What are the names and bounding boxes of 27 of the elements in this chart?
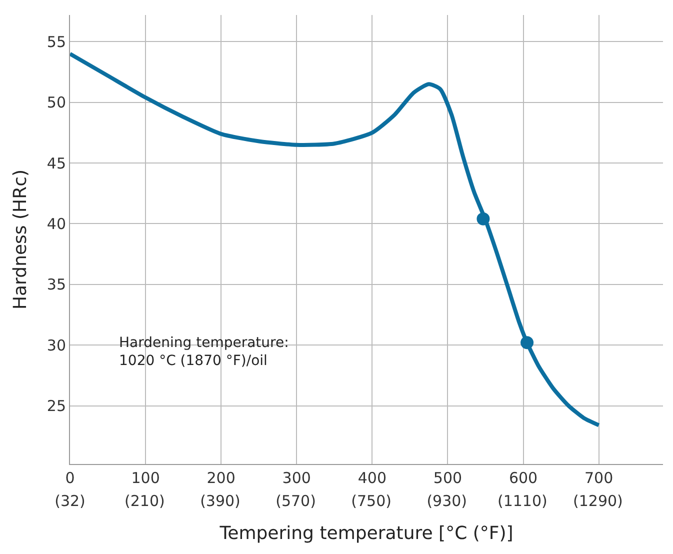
annotation: Hardening temperature: 1020 °C (1870 °F)/oil <box>119 335 289 370</box>
x-tick-label: 700 <box>584 469 614 487</box>
y-tick-label: 35 <box>46 276 66 294</box>
x2-tick-label: (390) <box>200 492 240 510</box>
x2-tick-label: (210) <box>124 492 165 510</box>
x-tick-label: 600 <box>508 469 538 487</box>
y-tick-label: 55 <box>46 32 66 51</box>
y-tick-label: 50 <box>46 94 66 112</box>
x2-tick-label: (570) <box>276 492 316 510</box>
x2-tick-label: (1110) <box>497 492 548 510</box>
y-axis-title: Hardness (HRc) <box>10 169 32 310</box>
x-axis-title: Tempering temperature [°C (°F)] <box>218 523 514 544</box>
y-tick-label: 30 <box>46 336 66 354</box>
y-tick-label: 45 <box>46 154 66 172</box>
y-tick-label: 40 <box>46 214 66 233</box>
x-tick-label: 0 <box>65 469 75 487</box>
x2-tick-label: (750) <box>351 492 392 510</box>
x2-tick-label: (1290) <box>573 492 623 510</box>
line-series <box>70 52 601 428</box>
x-tick-label: 400 <box>358 469 386 487</box>
x-tick-label: 100 <box>131 469 160 487</box>
x-tick-label: 300 <box>282 469 311 487</box>
y-tick-label: 25 <box>46 397 66 415</box>
x-tick-label: 200 <box>206 469 236 487</box>
x-tick-label: 500 <box>433 469 462 487</box>
x2-tick-label: (930) <box>426 492 468 510</box>
x2-tick-label: (32) <box>54 492 86 510</box>
